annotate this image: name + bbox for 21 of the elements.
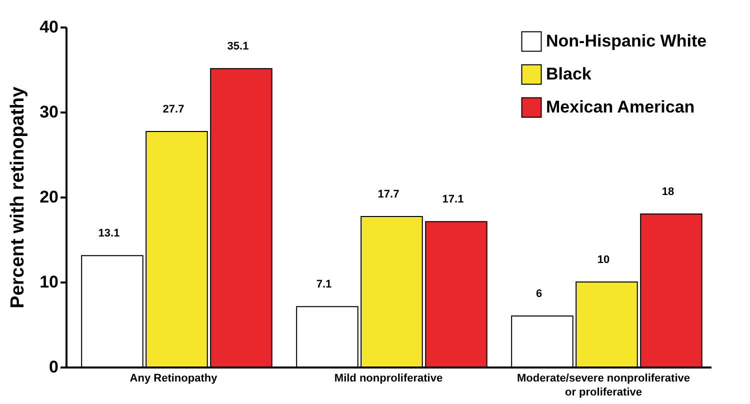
legend-label: Mexican American xyxy=(546,98,695,116)
x-tick-label: Any Retinopathy xyxy=(130,372,218,384)
data-label: 27.7 xyxy=(162,104,184,116)
data-label: 17.7 xyxy=(378,188,400,201)
data-label: 6 xyxy=(536,288,542,300)
x-tick-label: Mild nonproliferative xyxy=(334,372,443,384)
data-label: 13.1 xyxy=(98,228,120,240)
data-label: 17.1 xyxy=(442,194,464,206)
y-tick-label: 0 xyxy=(49,358,58,376)
data-label: 18 xyxy=(662,186,674,198)
y-tick-label: 40 xyxy=(40,18,58,36)
data-label: 35.1 xyxy=(227,40,249,53)
y-tick-label: 10 xyxy=(40,272,58,292)
y-tick-label: 30 xyxy=(40,102,58,122)
x-tick-label: Moderate/severe nonproliferative or proliferative xyxy=(516,372,690,398)
data-label: 10 xyxy=(597,254,610,266)
legend-label: Black xyxy=(546,64,592,84)
legend-label: Non-Hispanic White xyxy=(546,32,707,50)
y-axis-title: Percent with retinopathy xyxy=(8,86,29,308)
y-tick-label: 20 xyxy=(40,188,58,206)
data-label: 7.1 xyxy=(316,278,332,291)
